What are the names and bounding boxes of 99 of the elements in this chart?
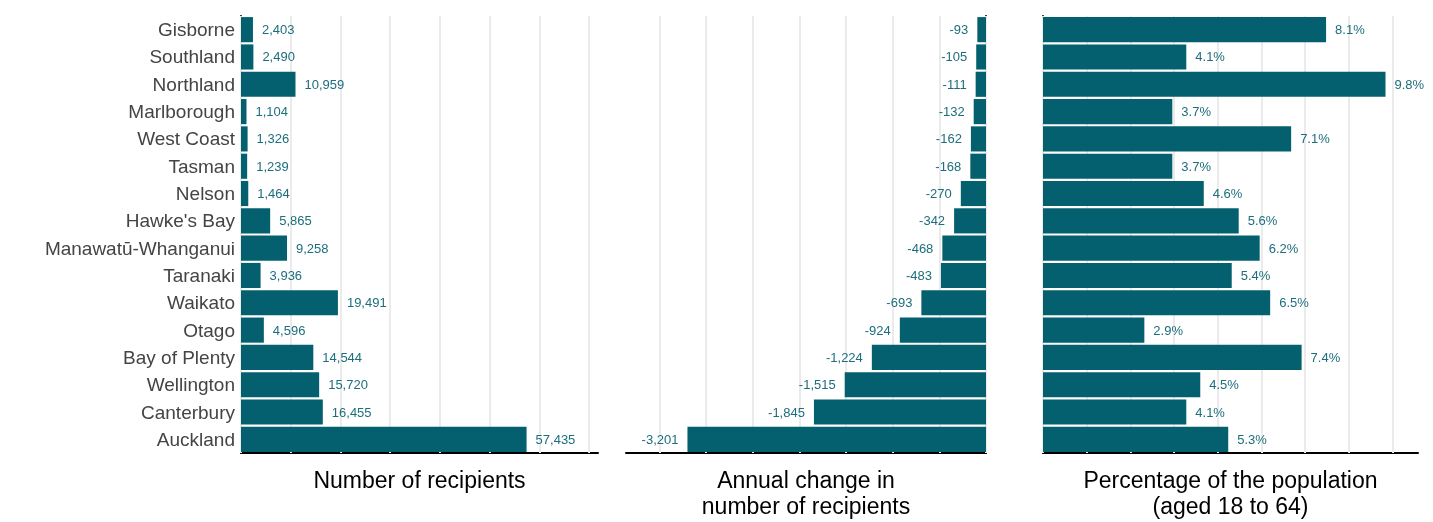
data-label: -162 — [935, 131, 962, 147]
data-label: 5.4% — [1240, 267, 1271, 283]
data-label: 15,720 — [328, 377, 368, 393]
bar — [241, 44, 254, 70]
y-tick-label: Wellington — [146, 374, 235, 396]
data-label: 4.5% — [1209, 377, 1240, 393]
data-label: -1,845 — [768, 404, 805, 420]
data-label: 6.5% — [1279, 295, 1310, 311]
bar — [1043, 126, 1292, 152]
y-tick-label: Tasman — [168, 155, 235, 177]
data-label: -3,201 — [641, 431, 679, 447]
data-label: -468 — [907, 240, 934, 256]
bar — [1043, 99, 1173, 125]
bar — [1043, 235, 1260, 261]
bar — [241, 99, 247, 125]
bar — [1043, 262, 1232, 289]
data-label: 4,596 — [272, 322, 306, 338]
data-label: 4.1% — [1195, 49, 1226, 65]
data-label: 1,464 — [257, 186, 290, 202]
bar — [1043, 17, 1327, 43]
data-label: 7.4% — [1310, 349, 1341, 365]
bar — [1043, 71, 1386, 97]
data-label: -1,224 — [825, 349, 863, 365]
bar — [241, 180, 249, 207]
data-label: 16,455 — [331, 404, 372, 420]
data-label: -132 — [938, 104, 965, 120]
data-label: 9,258 — [296, 240, 329, 256]
y-tick-label: Nelson — [175, 183, 235, 205]
data-label: -483 — [905, 267, 932, 283]
data-label: 14,544 — [322, 349, 363, 365]
data-label: 57,435 — [535, 431, 576, 447]
data-label: 19,491 — [346, 295, 387, 311]
y-tick-label: Northland — [152, 73, 235, 95]
bar — [1043, 290, 1271, 316]
data-label: -342 — [919, 213, 946, 229]
y-tick-label: Waikato — [167, 292, 235, 314]
data-label: 8.1% — [1335, 22, 1366, 38]
data-label: -111 — [942, 76, 967, 92]
data-label: 4.1% — [1195, 404, 1226, 420]
data-label: 2,403 — [261, 22, 295, 38]
data-label: 5,865 — [279, 213, 312, 229]
bar — [241, 262, 261, 289]
data-label: -168 — [935, 158, 962, 174]
y-tick-label: Marlborough — [128, 101, 235, 123]
data-label: 9.8% — [1394, 76, 1425, 92]
data-label: 3.7% — [1181, 158, 1212, 174]
y-tick-label: Gisborne — [157, 19, 235, 41]
bar — [241, 372, 320, 398]
bar — [1043, 180, 1204, 207]
y-tick-label: Taranaki — [163, 264, 235, 286]
data-label: -1,515 — [798, 377, 836, 393]
bar — [241, 290, 338, 316]
data-label: 5.6% — [1247, 213, 1278, 229]
bar — [241, 399, 323, 425]
data-label: -693 — [886, 295, 913, 311]
data-label: -105 — [941, 49, 968, 65]
bar — [241, 426, 527, 452]
y-tick-label: Otago — [183, 319, 235, 341]
data-label: 1,239 — [256, 158, 289, 174]
bar — [1043, 344, 1302, 370]
data-label: 1,104 — [255, 104, 289, 120]
bar — [241, 235, 288, 261]
bar — [1043, 44, 1187, 70]
data-label: 3.7% — [1181, 104, 1212, 120]
x-axis-title: Number of recipients — [313, 467, 526, 493]
bar — [241, 344, 314, 370]
x-axis-title: Percentage of the population (aged 18 to 64) — [1083, 467, 1378, 519]
data-label: 3,936 — [269, 267, 303, 283]
bar — [241, 126, 248, 152]
y-tick-label: Bay of Plenty — [123, 346, 236, 368]
y-tick-label: Southland — [149, 46, 235, 68]
bar — [1043, 426, 1229, 452]
bar — [241, 153, 248, 179]
y-tick-label: Auckland — [156, 428, 235, 450]
bar — [241, 317, 264, 343]
y-tick-label: West Coast — [137, 128, 236, 150]
bar — [1043, 317, 1145, 343]
bar — [241, 208, 271, 234]
y-tick-label: Canterbury — [141, 401, 236, 423]
data-label: 2.9% — [1153, 322, 1184, 338]
bar — [1043, 399, 1187, 425]
data-label: 10,959 — [304, 76, 345, 92]
x-axis-title: Annual change in number of recipients — [701, 467, 911, 519]
data-label: -270 — [925, 186, 952, 202]
data-label: 5.3% — [1237, 431, 1268, 447]
data-label: -924 — [864, 322, 891, 338]
data-label: 4.6% — [1212, 186, 1243, 202]
data-label: 1,326 — [256, 131, 290, 147]
bar — [241, 17, 253, 43]
bar — [1043, 372, 1201, 398]
bar — [241, 71, 296, 97]
data-label: 2,490 — [262, 49, 295, 65]
data-label: -93 — [949, 22, 969, 38]
data-label: 6.2% — [1268, 240, 1299, 256]
y-tick-label: Manawatū-Whanganui — [44, 237, 235, 259]
bar — [1043, 208, 1239, 234]
bar — [1043, 153, 1173, 179]
data-label: 7.1% — [1300, 131, 1331, 147]
y-tick-label: Hawke's Bay — [125, 210, 236, 232]
